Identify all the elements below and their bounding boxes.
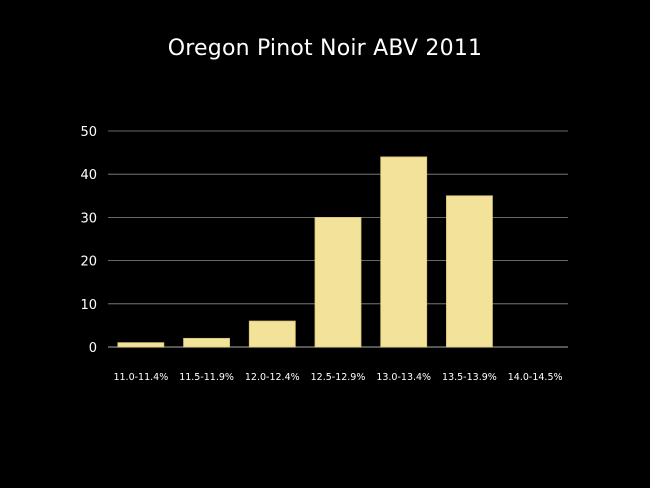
y-tick-label: 50 — [80, 125, 97, 140]
y-axis-ticks: 0 10 20 30 40 50 — [80, 125, 97, 356]
x-tick-label: 12.5-12.9% — [311, 372, 366, 383]
x-tick-label: 12.0-12.4% — [245, 372, 300, 383]
x-tick-label: 11.0-11.4% — [113, 372, 168, 383]
y-tick-label: 30 — [80, 211, 97, 226]
bar — [183, 337, 230, 348]
bar — [446, 195, 493, 348]
x-tick-label: 13.5-13.9% — [442, 372, 497, 383]
y-tick-label: 40 — [80, 168, 97, 183]
x-tick-label: 13.0-13.4% — [376, 372, 431, 383]
y-tick-label: 10 — [80, 298, 97, 313]
bar — [380, 156, 428, 348]
bar — [314, 216, 362, 348]
chart-title: Oregon Pinot Noir ABV 2011 — [167, 36, 483, 61]
x-axis-ticks: 11.0-11.4% 11.5-11.9% 12.0-12.4% 12.5-12.9%… — [113, 372, 562, 383]
bar — [248, 320, 296, 348]
x-tick-label: 14.0-14.5% — [508, 372, 563, 383]
bar — [117, 342, 165, 348]
y-tick-label: 20 — [80, 255, 97, 270]
y-tick-label: 0 — [89, 341, 97, 356]
x-tick-label: 11.5-11.9% — [179, 372, 234, 383]
bars — [117, 156, 493, 348]
